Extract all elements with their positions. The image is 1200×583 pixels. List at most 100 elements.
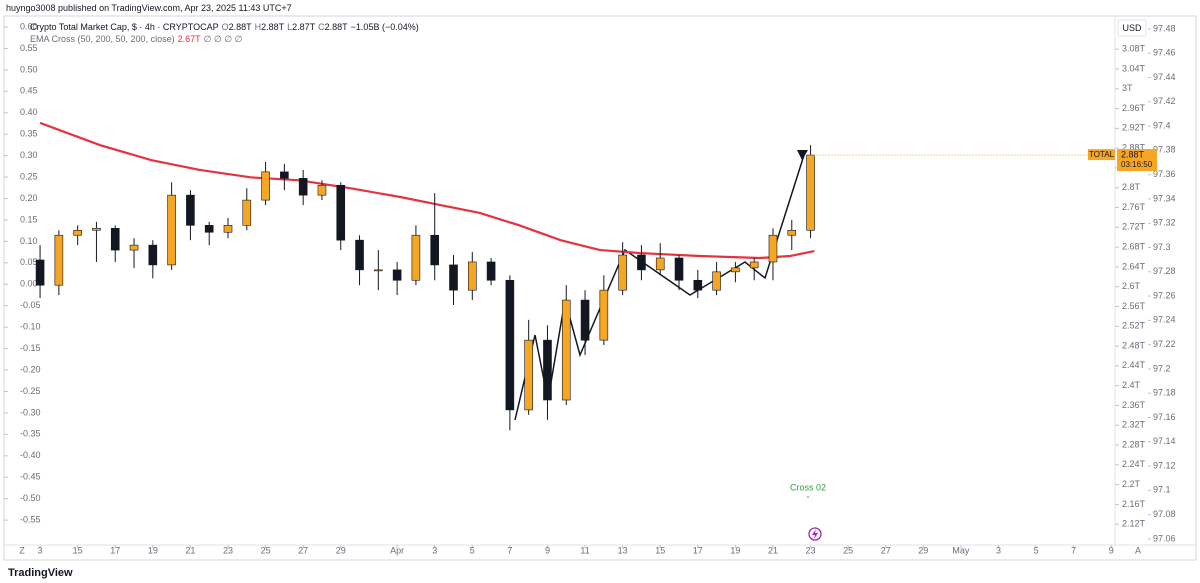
candle-body <box>693 279 703 291</box>
event-icon[interactable] <box>808 527 822 541</box>
y2-tick-label: 97.2 <box>1153 363 1171 373</box>
price-tag-price: 2.88T <box>1121 149 1145 159</box>
candle-body <box>787 229 797 236</box>
candle-body <box>92 228 101 231</box>
legend-ohlc-item: H <box>254 22 262 32</box>
x-tick-label: 3 <box>432 545 437 555</box>
candle-body <box>580 299 590 341</box>
candle-body <box>186 194 195 226</box>
y-tick-label: 2.6T <box>1122 281 1141 291</box>
frame <box>3 15 1197 561</box>
candle-body <box>223 225 233 233</box>
candle-body <box>467 261 477 291</box>
annotation: Cross 02 <box>790 482 826 492</box>
x-tick-label: 29 <box>336 545 346 555</box>
candle-body <box>430 234 440 266</box>
y-tick-label: 2.28T <box>1122 439 1146 449</box>
legend-ohlc: O2.88T H2.88T L2.87T C2.88T −1.05B (−0.04%) <box>222 22 422 32</box>
candle-body <box>768 234 778 263</box>
y3-tick-label: -0.25 <box>20 386 41 396</box>
candle-body <box>261 171 270 201</box>
legend: Crypto Total Market Cap, $ · 4h · CRYPTO… <box>30 21 425 45</box>
y-tick-label: 2.2T <box>1122 479 1141 489</box>
y3-tick-label: -0.15 <box>20 343 41 353</box>
y3-tick-label: 0.20 <box>20 193 38 203</box>
x-tick-label: 3 <box>38 545 43 555</box>
candle-body <box>298 178 308 196</box>
candle-body <box>411 234 421 281</box>
candle-body <box>505 279 515 411</box>
y-tick-label: 3.04T <box>1122 63 1146 73</box>
y2-tick-label: 97.4 <box>1153 120 1171 130</box>
y-tick-label: 2.96T <box>1122 103 1146 113</box>
candle-body <box>637 254 646 271</box>
x-tick-label: 9 <box>545 545 550 555</box>
y2-tick-label: 97.36 <box>1153 169 1176 179</box>
x-tick-label: 21 <box>185 545 195 555</box>
x-tick-label: 29 <box>918 545 928 555</box>
candle-body <box>242 199 252 226</box>
candle-body <box>73 229 82 236</box>
candle-body <box>712 271 721 291</box>
y2-tick-label: 97.24 <box>1153 315 1176 325</box>
currency-box[interactable] <box>1117 19 1147 37</box>
y3-tick-label: -0.05 <box>20 300 41 310</box>
y-tick-label: 2.44T <box>1122 360 1146 370</box>
y2-tick-label: 97.48 <box>1153 23 1176 33</box>
x-tick-label: 27 <box>881 545 891 555</box>
legend-row: Crypto Total Market Cap, $ · 4h · CRYPTO… <box>30 21 425 33</box>
y3-tick-label: 0.25 <box>20 171 38 181</box>
x-tick-label: 21 <box>768 545 778 555</box>
y2-tick-label: 97.18 <box>1153 388 1176 398</box>
x-tick-label: 5 <box>470 545 475 555</box>
y2-tick-label: 97.16 <box>1153 412 1176 422</box>
candle-body <box>655 257 665 271</box>
x-tick-label: 15 <box>73 545 83 555</box>
legend-ohlc-item: 2.87T <box>292 22 316 32</box>
x-tick-label: 15 <box>655 545 665 555</box>
legend-ohlc-item: C <box>318 22 325 32</box>
x-tick-label: 7 <box>507 545 512 555</box>
y2-tick-label: 97.22 <box>1153 339 1176 349</box>
control[interactable]: A <box>1135 545 1141 555</box>
currency: USD <box>1122 23 1142 33</box>
event-icon-bolt <box>812 529 818 539</box>
y2-tick-label: 97.26 <box>1153 290 1176 300</box>
y2-tick-label: 97.06 <box>1153 533 1176 543</box>
candle-body <box>167 194 176 266</box>
y3-tick-label: -0.30 <box>20 407 41 417</box>
header-title: huyngo3008 published on TradingView.com,… <box>6 3 292 13</box>
y3-tick-label: -0.35 <box>20 429 41 439</box>
x-tick-label: 17 <box>110 545 120 555</box>
x-tick-label: 25 <box>843 545 853 555</box>
y2-tick-label: 97.12 <box>1153 460 1176 470</box>
y-tick-label: 2.16T <box>1122 499 1146 509</box>
y-tick-label: 2.56T <box>1122 301 1146 311</box>
y2-tick-label: 97.46 <box>1153 48 1176 58</box>
price-tag-countdown: 03:16:50 <box>1121 160 1153 169</box>
candle-body <box>806 154 815 231</box>
candle-body <box>148 244 158 266</box>
y3-tick-label: -0.40 <box>20 450 41 460</box>
x-tick-label: 7 <box>1071 545 1076 555</box>
price-tag-symbol: TOTAL <box>1089 150 1115 159</box>
x-tick-label: 11 <box>580 545 589 555</box>
candle-body <box>749 261 759 269</box>
y2-tick-label: 97.28 <box>1153 266 1176 276</box>
y3-tick-label: 0.55 <box>20 43 38 53</box>
y-tick-label: 2.24T <box>1122 459 1146 469</box>
y-tick-label: 2.12T <box>1122 519 1146 529</box>
y-tick-label: 2.8T <box>1122 182 1141 192</box>
candle-body <box>336 184 346 241</box>
x-tick-label: 3 <box>996 545 1001 555</box>
legend-ohlc-item: 2.88T <box>228 22 252 32</box>
legend-ema-value: 2.67T <box>177 34 201 44</box>
candle-body <box>280 171 289 179</box>
y-tick-label: 2.4T <box>1122 380 1141 390</box>
y3-tick-label: -0.10 <box>20 322 41 332</box>
y-tick-label: 2.92T <box>1122 123 1146 133</box>
control[interactable]: Z <box>19 545 25 555</box>
y-tick-label: 2.48T <box>1122 340 1146 350</box>
